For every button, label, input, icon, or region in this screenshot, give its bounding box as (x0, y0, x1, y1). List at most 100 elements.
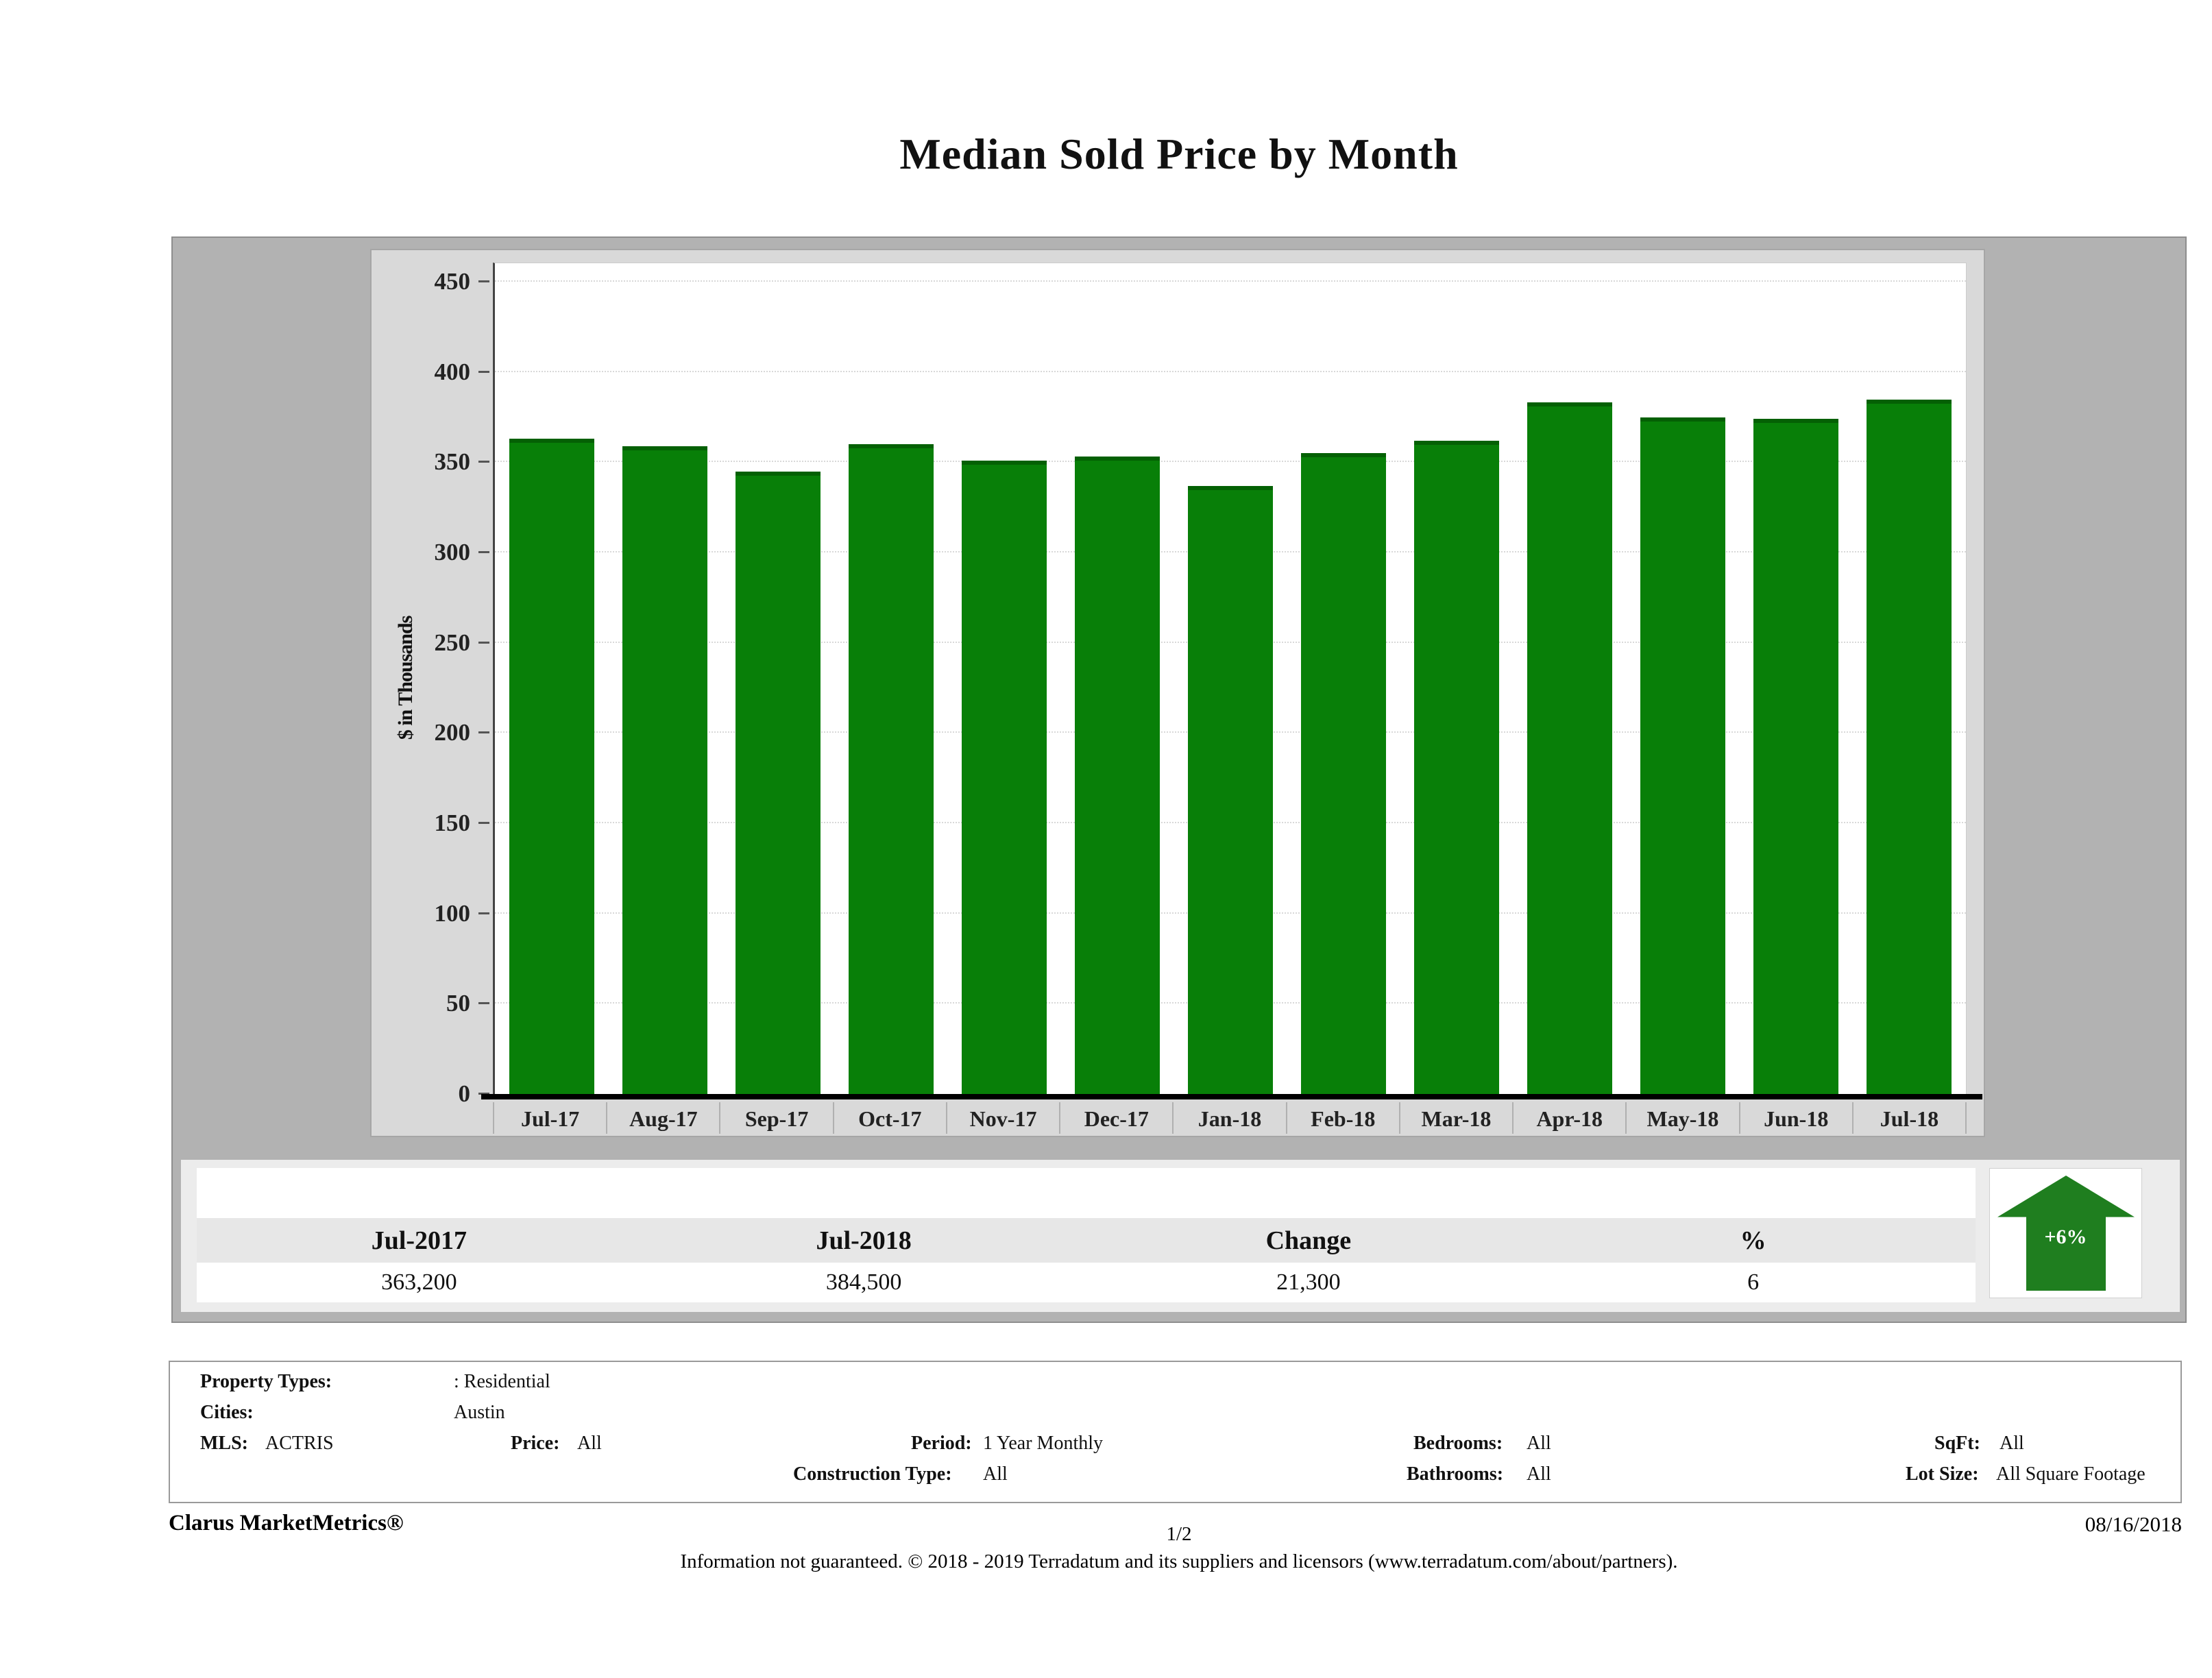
bar-aug-17 (622, 446, 707, 1094)
x-label-dec-17: Dec-17 (1059, 1102, 1172, 1134)
bar-series (495, 263, 1966, 1094)
y-tick-label: 50 (446, 990, 470, 1017)
period-value: 1 Year Monthly (983, 1433, 1104, 1454)
x-axis-labels: Jul-17 Aug-17 Sep-17 Oct-17 Nov-17 Dec-17 Jan-… (493, 1102, 1967, 1134)
x-label-jul-17: Jul-17 (493, 1102, 606, 1134)
mls-label: MLS: (200, 1433, 248, 1454)
summary-value-cell: 6 (1747, 1269, 1760, 1295)
bar-dec-17 (1074, 457, 1160, 1094)
report-date: 08/16/2018 (2085, 1512, 2182, 1536)
bar-oct-17 (848, 444, 934, 1094)
property-types-label: Property Types: (200, 1371, 332, 1392)
y-tick-label: 0 (458, 1080, 471, 1107)
bar-slot (1627, 263, 1740, 1094)
bar-slot (608, 263, 721, 1094)
sqft-label: SqFt: (1934, 1433, 1980, 1454)
lot-size-label: Lot Size: (1906, 1463, 1979, 1485)
gridline (495, 461, 1966, 463)
bar-mar-18 (1414, 440, 1500, 1094)
x-label-may-18: May-18 (1625, 1102, 1738, 1134)
y-tick-mark (478, 1093, 489, 1095)
bar-slot (1174, 263, 1287, 1094)
price-value: All (577, 1433, 602, 1454)
bar-slot (834, 263, 947, 1094)
summary-header-row: Jul-2017 Jul-2018 Change % (197, 1218, 1976, 1263)
summary-header-cell: Jul-2017 (371, 1226, 467, 1255)
x-label-apr-18: Apr-18 (1512, 1102, 1625, 1134)
y-tick-mark (478, 641, 489, 644)
y-tick-mark (478, 731, 489, 734)
x-axis-line (481, 1094, 1982, 1099)
change-percent-label: +6% (2044, 1225, 2087, 1248)
bar-feb-18 (1301, 453, 1387, 1094)
y-tick-mark (478, 912, 489, 914)
x-label-aug-17: Aug-17 (606, 1102, 719, 1134)
gridline (495, 280, 1966, 282)
bar-sep-17 (735, 471, 821, 1094)
bedrooms-value: All (1527, 1433, 1551, 1454)
summary-header-cell: Change (1265, 1226, 1352, 1255)
summary-blank-row (197, 1168, 1976, 1218)
x-label-sep-17: Sep-17 (719, 1102, 832, 1134)
bar-may-18 (1640, 417, 1726, 1094)
bar-slot (1853, 263, 1966, 1094)
bar-slot (1060, 263, 1174, 1094)
y-tick-label: 250 (434, 629, 471, 656)
bar-slot (947, 263, 1060, 1094)
y-tick-mark (478, 551, 489, 553)
y-tick-label: 200 (434, 719, 471, 746)
bedrooms-label: Bedrooms: (1413, 1433, 1503, 1454)
summary-value-cell: 384,500 (825, 1269, 902, 1295)
bathrooms-value: All (1527, 1463, 1551, 1485)
bathrooms-label: Bathrooms: (1407, 1463, 1504, 1485)
period-label: Period: (911, 1433, 972, 1454)
y-tick-mark (478, 370, 489, 373)
bar-slot (495, 263, 608, 1094)
construction-type-value: All (983, 1463, 1008, 1485)
page-title: Median Sold Price by Month (899, 130, 1459, 178)
sqft-value: All (2000, 1433, 2024, 1454)
price-label: Price: (511, 1433, 560, 1454)
y-tick-label: 350 (434, 448, 471, 476)
summary-header-cell: Jul-2018 (816, 1226, 912, 1255)
chart-outer-panel: $ in Thousands 0 50 100 150 200 250 300 350 400 4… (171, 236, 2187, 1323)
filters-panel: Property Types: : Residential Cities: Au… (169, 1361, 2182, 1503)
change-indicator: +6% (1989, 1168, 2142, 1298)
summary-header-cell: % (1740, 1226, 1766, 1255)
bar-slot (721, 263, 834, 1094)
y-tick-label: 100 (434, 899, 471, 927)
gridline (495, 370, 1966, 372)
bar-jan-18 (1188, 485, 1273, 1094)
cities-value: Austin (454, 1402, 505, 1423)
y-tick-mark (478, 280, 489, 282)
mls-value: ACTRIS (265, 1433, 334, 1454)
x-label-jun-18: Jun-18 (1738, 1102, 1852, 1134)
construction-type-label: Construction Type: (793, 1463, 952, 1485)
footer-brand: Clarus MarketMetrics® (169, 1511, 404, 1535)
bar-slot (1400, 263, 1514, 1094)
lot-size-value: All Square Footage (1996, 1463, 2146, 1485)
bar-jun-18 (1753, 419, 1839, 1094)
bar-slot (1287, 263, 1400, 1094)
x-label-jul-18: Jul-18 (1851, 1102, 1967, 1134)
bar-nov-17 (961, 460, 1047, 1094)
y-tick-label: 450 (434, 268, 471, 295)
y-tick-mark (478, 1002, 489, 1005)
summary-value-cell: 363,200 (381, 1269, 457, 1295)
y-tick-mark (478, 822, 489, 824)
y-tick-label: 150 (434, 810, 471, 836)
bar-apr-18 (1527, 402, 1613, 1094)
cities-label: Cities: (200, 1402, 254, 1423)
footer-disclaimer: Information not guaranteed. © 2018 - 201… (680, 1551, 1678, 1572)
bar-slot (1514, 263, 1627, 1094)
bar-jul-17 (509, 438, 594, 1094)
summary-value-row: 363,200 384,500 21,300 6 (197, 1263, 1976, 1302)
page-number: 1/2 (1166, 1523, 1192, 1545)
bar-slot (1740, 263, 1853, 1094)
y-axis: 0 50 100 150 200 250 300 350 400 450 (372, 263, 491, 1106)
bar-jul-18 (1867, 400, 1952, 1094)
x-label-jan-18: Jan-18 (1172, 1102, 1285, 1134)
chart-inner-panel: $ in Thousands 0 50 100 150 200 250 300 350 400 4… (370, 249, 1985, 1137)
y-tick-mark (478, 461, 489, 463)
